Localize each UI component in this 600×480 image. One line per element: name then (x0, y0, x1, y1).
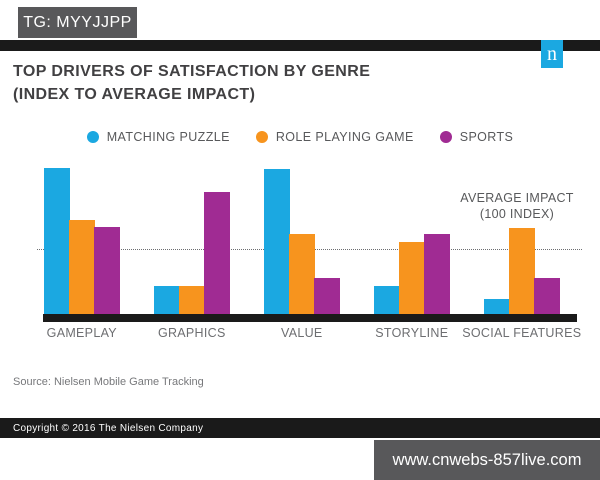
bar-storyline-matching-puzzle (374, 286, 400, 314)
nielsen-logo: n (541, 40, 563, 68)
legend-item: MATCHING PUZZLE (86, 130, 230, 144)
watermark-badge: www.cnwebs-857live.com (374, 440, 600, 480)
nielsen-logo-letter: n (547, 43, 557, 65)
annotation-line-1: AVERAGE IMPACT (460, 191, 574, 205)
category-label: STORYLINE (375, 326, 449, 340)
title-line-1: TOP DRIVERS OF SATISFACTION BY GENRE (13, 63, 371, 80)
legend-dot-icon (255, 131, 268, 143)
page-title: TOP DRIVERS OF SATISFACTION BY GENRE (IN… (13, 60, 533, 106)
legend: MATCHING PUZZLE ROLE PLAYING GAME SPORTS (0, 130, 600, 144)
bar-gameplay-matching-puzzle (44, 167, 70, 314)
legend-label: MATCHING PUZZLE (106, 130, 230, 144)
bar-value-role-playing-game (289, 234, 315, 314)
legend-dot-icon (86, 131, 99, 143)
title-line-2: (INDEX TO AVERAGE IMPACT) (13, 86, 256, 103)
annotation-line-2: (100 INDEX) (479, 207, 555, 221)
watermark-url: www.cnwebs-857live.com (392, 450, 582, 469)
legend-dot-icon (439, 131, 452, 143)
category-label: SOCIAL FEATURES (462, 326, 582, 340)
bar-graphics-matching-puzzle (154, 286, 180, 314)
average-impact-annotation: AVERAGE IMPACT (100 INDEX) (448, 190, 586, 222)
bar-storyline-role-playing-game (399, 241, 425, 314)
bar-value-matching-puzzle (264, 169, 290, 314)
bar-social-features-matching-puzzle (484, 299, 510, 314)
x-axis-bar (43, 314, 577, 322)
bar-gameplay-sports (94, 226, 121, 314)
bar-graphics-role-playing-game (179, 286, 205, 314)
bar-value-sports (314, 278, 341, 314)
category-label: VALUE (281, 326, 323, 340)
tg-overlay-label: TG: MYYJJPP (23, 13, 132, 31)
legend-item: ROLE PLAYING GAME (255, 130, 414, 144)
tg-overlay-badge: TG: MYYJJPP (18, 7, 137, 38)
legend-label: ROLE PLAYING GAME (275, 130, 414, 144)
category-label: GAMEPLAY (46, 326, 117, 340)
copyright-bar: Copyright © 2016 The Nielsen Company (0, 418, 600, 438)
bar-social-features-role-playing-game (509, 228, 535, 314)
bar-graphics-sports (204, 191, 231, 314)
bar-gameplay-role-playing-game (69, 219, 95, 314)
copyright-text: Copyright © 2016 The Nielsen Company (13, 422, 204, 434)
source-note: Source: Nielsen Mobile Game Tracking (13, 376, 204, 388)
bar-social-features-sports (534, 278, 561, 314)
legend-label: SPORTS (459, 130, 514, 144)
legend-item: SPORTS (439, 130, 514, 144)
top-rule (0, 40, 600, 51)
bar-storyline-sports (424, 234, 451, 314)
category-label: GRAPHICS (157, 326, 226, 340)
